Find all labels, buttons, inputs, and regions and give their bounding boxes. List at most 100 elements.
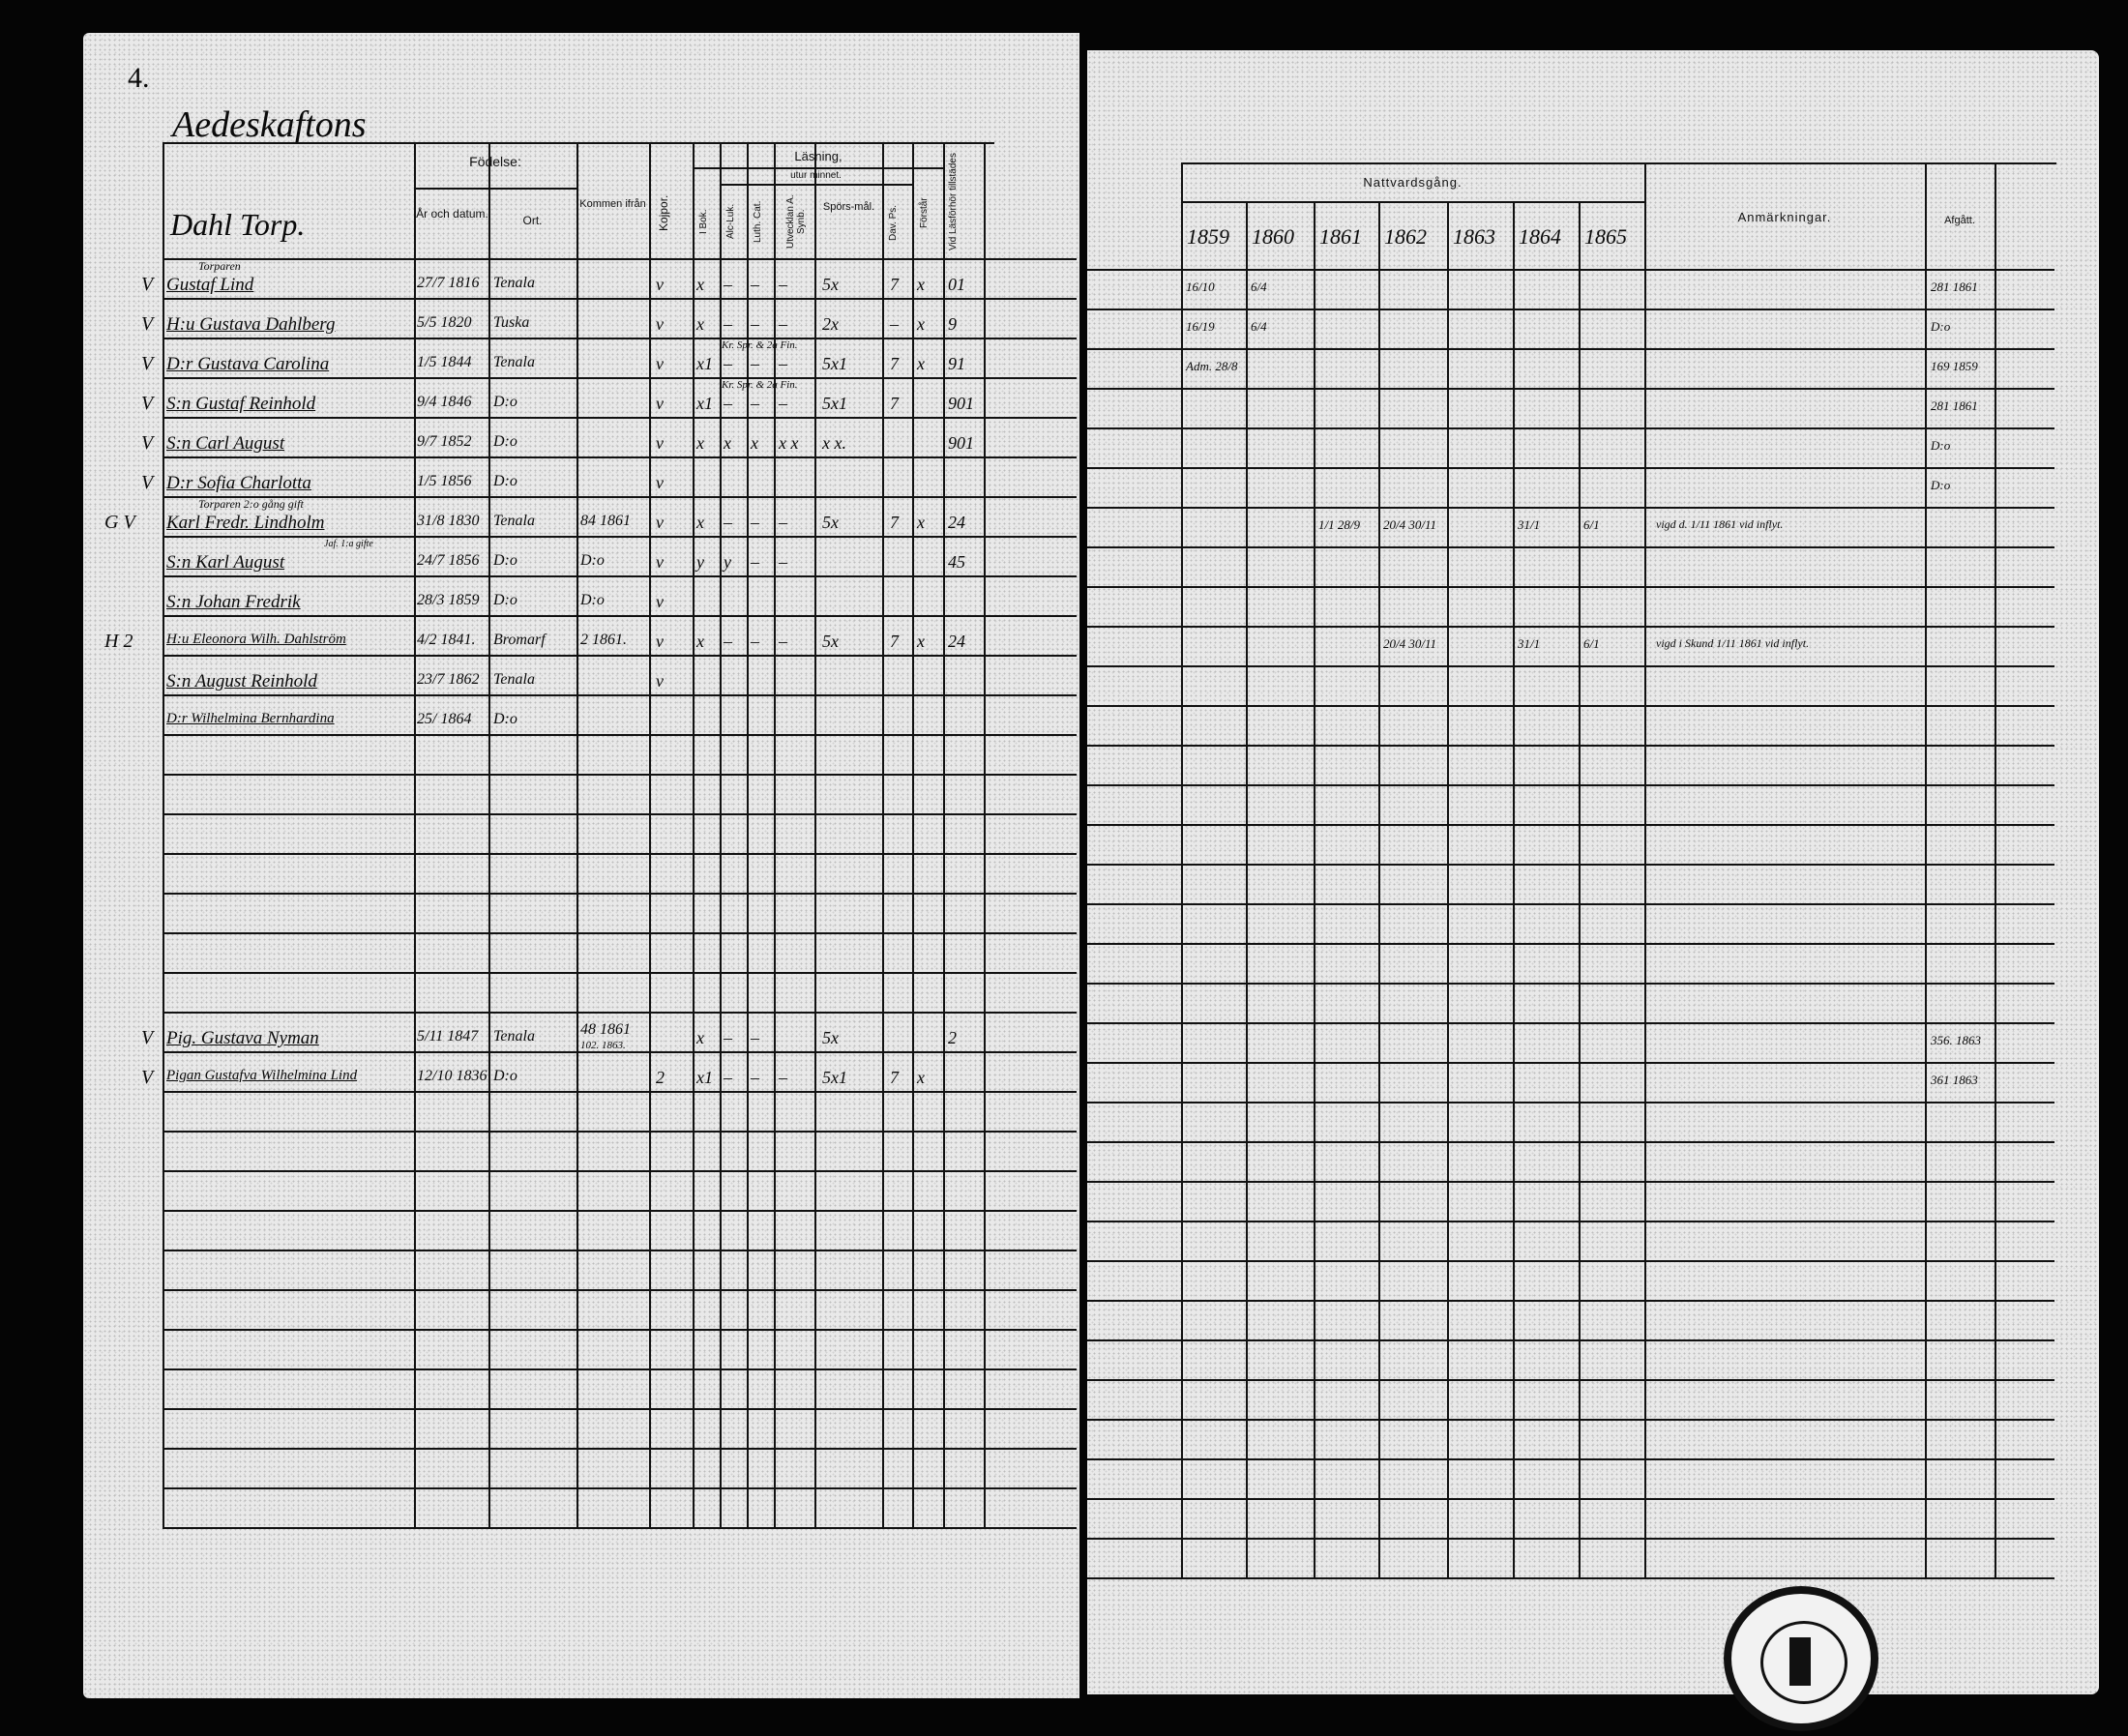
right-row-rule <box>1087 1022 2054 1024</box>
alc-mark: – <box>724 1068 732 1087</box>
vid-mark: 901 <box>948 433 974 453</box>
i-bok-mark: x <box>696 1028 704 1047</box>
birth-place: Tenala <box>493 275 535 291</box>
column-rule <box>163 142 164 1527</box>
vid-mark: 01 <box>948 275 965 294</box>
vid-mark: 91 <box>948 354 965 373</box>
person-name: D:r Wilhelmina Bernhardina <box>166 711 335 726</box>
column-rule <box>943 142 945 1527</box>
departed-note: 356. 1863 <box>1931 1033 1981 1047</box>
header-vid-lasforhor: Vid Läsförhör tillstädes <box>948 153 959 251</box>
right-row-rule <box>1087 388 2054 390</box>
right-column-rule <box>1378 201 1380 1577</box>
row-check-mark: V <box>141 393 154 414</box>
dav-mark: 7 <box>890 275 899 294</box>
right-row-rule <box>1087 427 2054 429</box>
right-header-bottom-rule <box>1087 269 2054 271</box>
departed-note: 281 1861 <box>1931 398 1978 413</box>
header-luth_cat: Luth. Cat. <box>753 200 763 243</box>
came-from: D:o <box>580 552 605 569</box>
row-rule <box>163 615 1077 617</box>
person-name: H:u Gustava Dahlberg <box>166 314 336 335</box>
sporsmal-mark: 5x1 <box>822 1068 847 1087</box>
birth-place: D:o <box>493 711 517 727</box>
right-row-rule <box>1087 1181 2054 1183</box>
luth-mark: – <box>751 314 759 334</box>
kopor-mark: v <box>656 473 664 492</box>
luth-mark: – <box>751 513 759 532</box>
column-rule <box>720 142 722 1527</box>
dav-mark: 7 <box>890 394 899 413</box>
right-column-rule <box>1644 162 1646 1577</box>
birth-date: 9/7 1852 <box>417 433 472 450</box>
luth-mark: – <box>751 632 759 651</box>
row-check-mark: V <box>141 1067 154 1088</box>
row-title-prefix: Torparen <box>198 259 241 273</box>
i-bok-mark: x <box>696 314 704 334</box>
column-rule <box>882 142 884 1527</box>
birth-date: 4/2 1841. <box>417 632 476 648</box>
side-note: Jaf. 1:a gifte <box>324 539 373 549</box>
header-year: 1865 <box>1584 224 1627 249</box>
departed-note: D:o <box>1931 319 1951 334</box>
vid-mark: 2 <box>948 1028 957 1047</box>
header-year: 1859 <box>1187 224 1229 249</box>
header-afgatt: Afgått. <box>1944 215 1975 226</box>
i-bok-mark: x <box>696 513 704 532</box>
utv-mark: x x <box>779 433 799 453</box>
row-rule <box>163 1012 1077 1014</box>
birth-date: 1/5 1844 <box>417 354 472 370</box>
header-bottom-rule <box>163 258 1077 260</box>
row-rule <box>163 694 1077 696</box>
header-ort: Ort. <box>522 214 543 227</box>
header-lasning: Läsning, <box>794 149 842 163</box>
sporsmal-mark: 5x <box>822 513 839 532</box>
header-utur-minnet: utur minnet. <box>790 170 842 181</box>
communion-date: 6/4 <box>1251 319 1267 334</box>
utur-minnet-rule <box>720 184 912 186</box>
i-bok-mark: x <box>696 275 704 294</box>
row-rule <box>163 575 1077 577</box>
i-bok-mark: x1 <box>696 1068 713 1087</box>
kopor-mark: v <box>656 394 664 413</box>
row-check-mark: G V <box>104 512 135 533</box>
luth-mark: – <box>751 394 759 413</box>
forstar-mark: x <box>917 513 925 532</box>
row-title-prefix: Torparen 2:o gång gift <box>198 497 304 511</box>
right-page <box>1087 50 2099 1694</box>
person-name: Karl Fredr. Lindholm <box>166 513 325 533</box>
person-name: S:n Gustaf Reinhold <box>166 394 316 414</box>
communion-date: 1/1 28/9 <box>1318 517 1360 532</box>
right-row-rule <box>1087 1577 2054 1579</box>
i-bok-mark: x <box>696 433 704 453</box>
row-rule <box>163 456 1077 458</box>
alc-mark: – <box>724 314 732 334</box>
right-row-rule <box>1087 1062 2054 1064</box>
row-check-mark: V <box>141 432 154 454</box>
luth-mark: – <box>751 275 759 294</box>
person-name: S:n Karl August <box>166 552 285 573</box>
right-row-rule <box>1087 1102 2054 1103</box>
alc-mark: – <box>724 1028 732 1047</box>
departed-note: 281 1861 <box>1931 280 1978 294</box>
utv-mark: – <box>779 394 787 413</box>
right-row-rule <box>1087 1141 2054 1143</box>
right-row-rule <box>1087 348 2054 350</box>
right-row-rule <box>1087 1538 2054 1540</box>
forstar-mark: x <box>917 354 925 373</box>
birth-date: 28/3 1859 <box>417 592 480 608</box>
page-number: 4. <box>128 62 150 94</box>
right-row-rule <box>1087 1260 2054 1262</box>
right-row-rule <box>1087 665 2054 667</box>
utv-mark: – <box>779 275 787 294</box>
luth-mark: – <box>751 552 759 572</box>
birth-place: Tenala <box>493 513 535 529</box>
birth-date: 25/ 1864 <box>417 711 472 727</box>
column-rule <box>576 142 578 1527</box>
row-rule <box>163 496 1077 498</box>
row-rule <box>163 417 1077 419</box>
remark-text: vigd d. 1/11 1861 vid inflyt. <box>1656 517 1784 531</box>
communion-date: 31/1 <box>1518 636 1541 651</box>
archive-stamp <box>1724 1586 1878 1731</box>
row-check-mark: V <box>141 1027 154 1048</box>
